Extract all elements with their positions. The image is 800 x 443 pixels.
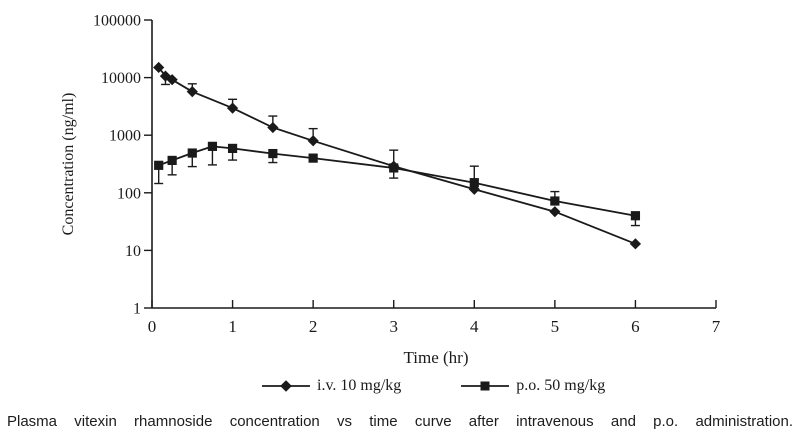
data-point-marker-square	[187, 148, 197, 158]
data-point-marker-square	[268, 148, 278, 159]
y-tick-label: 10000	[101, 70, 141, 87]
y-tick-label: 100000	[93, 13, 141, 30]
data-point-marker-square	[154, 160, 164, 170]
data-point-marker-diamond	[226, 102, 239, 114]
data-point-marker-square	[630, 211, 641, 221]
legend-entry-po: p.o. 50 mg/kg	[461, 377, 605, 395]
x-axis-title: Time (hr)	[403, 348, 468, 367]
data-point-marker-diamond	[267, 121, 279, 134]
legend-entry-iv: i.v. 10 mg/kg	[262, 377, 401, 395]
series-line-1	[158, 145, 636, 217]
legend-label-po: p.o. 50 mg/kg	[516, 377, 606, 394]
iv-diamond-marker-icon	[262, 380, 310, 392]
x-tick-label: 4	[470, 317, 479, 336]
y-tick-label: 10	[125, 243, 141, 260]
data-point-marker-diamond	[629, 238, 642, 250]
data-point-marker-square	[227, 143, 238, 153]
x-tick-label: 6	[631, 317, 640, 336]
data-point-marker-square	[207, 141, 218, 151]
data-point-marker-diamond	[307, 135, 319, 147]
chart-legend: i.v. 10 mg/kg p.o. 50 mg/kg	[262, 377, 605, 395]
data-point-marker-square	[469, 178, 479, 188]
x-tick-label: 5	[551, 317, 560, 336]
po-square-marker-icon	[461, 381, 510, 391]
y-axis-title: Concentration (ng/ml)	[60, 93, 77, 236]
data-point-marker-square	[389, 163, 399, 173]
data-point-marker-square	[550, 196, 560, 206]
data-point-marker-diamond	[549, 206, 561, 218]
legend-label-iv: i.v. 10 mg/kg	[317, 377, 402, 394]
data-point-marker-square	[308, 153, 318, 163]
x-tick-label: 1	[228, 317, 237, 336]
data-point-marker-diamond	[153, 61, 165, 74]
series-line-0	[157, 66, 636, 245]
x-tick-label: 3	[389, 317, 398, 336]
figure-caption: Plasma vitexin rhamnoside concentration …	[7, 413, 793, 430]
data-point-marker-diamond	[166, 74, 178, 86]
y-tick-label: 100	[117, 185, 141, 202]
x-tick-label: 0	[148, 317, 157, 336]
x-tick-label: 2	[309, 317, 318, 336]
y-tick-label: 1	[133, 301, 141, 318]
data-point-marker-diamond	[186, 86, 198, 98]
y-tick-label: 1000	[109, 128, 141, 145]
x-tick-label: 7	[712, 317, 721, 336]
data-point-marker-square	[167, 155, 177, 166]
